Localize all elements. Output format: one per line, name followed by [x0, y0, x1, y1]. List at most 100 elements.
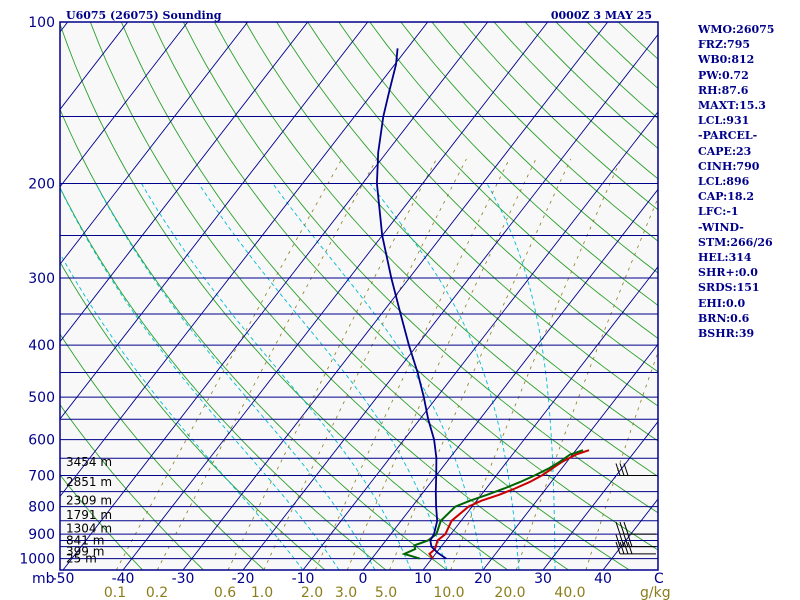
plot-frame: [59, 21, 659, 571]
temperature-tick-label: -10: [292, 571, 315, 587]
pressure-tick-label: 700: [28, 469, 55, 485]
stat-item: PW:0.72: [698, 68, 749, 82]
temperature-tick-label: 20: [474, 571, 492, 587]
mixing-ratio-tick-label: 0.6: [214, 585, 236, 600]
pressure-tick-label: 600: [28, 433, 55, 449]
temperature-tick-label: 0: [359, 571, 368, 587]
temperature-tick-label: -30: [172, 571, 195, 587]
mixing-ratio-tick-label: 5.0: [375, 585, 397, 600]
stat-item: -WIND-: [698, 220, 744, 234]
pressure-tick-label: 900: [28, 527, 55, 543]
mixing-ratio-tick-label: 40.0: [554, 585, 585, 600]
wind-barb: [615, 521, 656, 535]
stat-item: -PARCEL-: [698, 129, 758, 143]
pressure-tick-label: 300: [28, 271, 55, 287]
dry-adiabat: [400, 22, 658, 274]
dry-adiabat: [60, 333, 265, 570]
dry-adiabat: [214, 22, 658, 477]
mixing-ratio-line: [346, 158, 537, 570]
mixing-ratio-tick-label: 1.0: [251, 585, 273, 600]
isotherm: [122, 22, 549, 570]
moist-adiabat: [141, 183, 412, 570]
isotherm: [60, 22, 369, 420]
isotherm: [362, 188, 658, 570]
mixing-ratio-tick-label: 0.1: [104, 585, 126, 600]
dry-adiabat: [60, 108, 448, 570]
wind-barb-feather: [627, 541, 633, 555]
pressure-tick-label: 800: [28, 500, 55, 516]
pressure-tick-label: 400: [28, 338, 55, 354]
stat-item: CAP:18.2: [698, 190, 755, 204]
dry-adiabat: [182, 22, 658, 514]
stat-item: MAXT:15.3: [698, 99, 766, 113]
station-title: U6075 (26075) Sounding: [66, 9, 222, 22]
temperature-tick-label: 40: [594, 571, 612, 587]
stat-item: EHI:0.0: [698, 296, 746, 310]
stat-item: SRDS:151: [698, 281, 760, 295]
stat-item: FRZ:795: [698, 38, 751, 52]
moist-adiabat: [486, 183, 556, 570]
pressure-tick-label: 100: [28, 15, 55, 31]
pressure-tick-label: 1000: [19, 552, 55, 568]
wind-barb-feather: [615, 521, 621, 535]
wind-barb-feather: [615, 463, 621, 476]
stat-item: LCL:931: [698, 114, 750, 128]
isotherm: [62, 22, 489, 570]
wind-barb-feather: [619, 521, 625, 535]
wind-barb-feather: [623, 463, 629, 476]
dry-adiabat: [151, 22, 658, 551]
temperature-tick-label: -20: [232, 571, 255, 587]
stats-panel: WMO:26075 FRZ:795 WB0:812 PW:0.72 RH:87.6 MAX…: [698, 22, 774, 341]
isotherm: [60, 22, 429, 498]
moist-adiabat: [369, 183, 520, 570]
isotherm: [482, 343, 658, 570]
isotherm: [60, 22, 309, 343]
stat-item: WB0:812: [698, 53, 755, 67]
stat-item: LFC:-1: [698, 205, 739, 219]
height-label: 25 m: [66, 552, 97, 566]
mixing-ratio-tick-label: 2.0: [301, 585, 323, 600]
wind-barb-feather: [615, 541, 621, 555]
dry-adiabat: [307, 22, 658, 373]
dry-adiabat: [60, 22, 508, 570]
isotherm: [302, 111, 658, 570]
temperature-line: [428, 449, 590, 560]
background-lines: [60, 22, 658, 570]
dry-adiabat: [338, 22, 658, 339]
stat-item: CAPE:23: [698, 144, 752, 158]
isotherm: [542, 420, 658, 570]
stat-item: RH:87.6: [698, 83, 749, 97]
mixing-ratio-line: [389, 158, 572, 570]
mixing-ratio-tick-label: 10.0: [433, 585, 464, 600]
wind-barb: [615, 541, 656, 555]
dry-adiabat: [60, 403, 204, 570]
stat-item: BSHR:39: [698, 327, 755, 341]
series-group: [375, 48, 590, 560]
dry-adiabat: [245, 22, 658, 442]
pressure-tick-label: 500: [28, 390, 55, 406]
mixing-ratio-line: [314, 158, 510, 570]
mixing-ratio-tick-label: 3.0: [335, 585, 357, 600]
height-label: 399 m: [66, 545, 104, 559]
wind-barb-feather: [619, 463, 625, 476]
moist-adiabat: [60, 252, 304, 570]
dry-adiabat: [60, 474, 144, 570]
isotherm: [242, 33, 658, 570]
wind-barb-feather: [619, 534, 625, 547]
stat-item: CINH:790: [698, 159, 760, 173]
height-label: 2309 m: [66, 494, 112, 508]
temperature-tick-label: -40: [112, 571, 135, 587]
height-label: 2851 m: [66, 475, 112, 489]
stat-item: LCL:896: [698, 175, 750, 189]
wind-barb: [615, 463, 656, 477]
dry-adiabat: [369, 22, 658, 306]
mixing-ratio-line: [227, 158, 437, 570]
height-label: 841 m: [66, 533, 104, 547]
stat-item: SHR+:0.0: [698, 266, 758, 280]
pressure-unit-label: mb: [32, 571, 55, 587]
parcel-line: [375, 48, 447, 560]
moist-adiabat: [60, 187, 340, 570]
wind-barb-feather: [619, 541, 625, 555]
height-label: 1304 m: [66, 521, 112, 535]
